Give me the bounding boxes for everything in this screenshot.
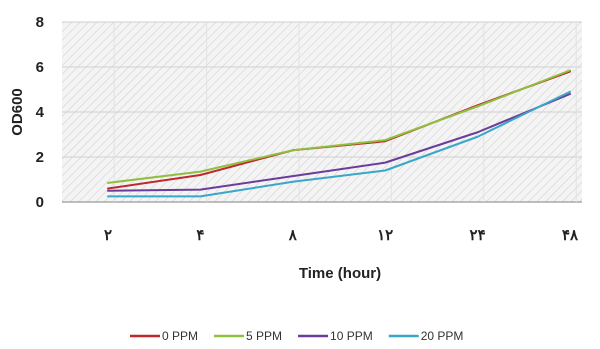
x-tick-label: ۴۸ xyxy=(562,227,579,244)
series-line-3 xyxy=(107,90,571,198)
y-axis-ticks: 0 2 4 6 8 xyxy=(36,14,45,211)
x-tick-label: ۲۴ xyxy=(470,227,486,244)
series-lines xyxy=(107,69,571,198)
y-tick-label: 0 xyxy=(36,194,44,211)
x-tick-label: ۲ xyxy=(104,227,112,244)
x-axis-label: Time (hour) xyxy=(299,265,381,282)
x-axis-ticks: ۲ ۴ ۸ ۱۲ ۲۴ ۴۸ xyxy=(104,227,579,244)
y-tick-label: 4 xyxy=(36,104,45,121)
y-tick-label: 2 xyxy=(36,149,44,166)
legend-label: 5 PPM xyxy=(246,329,282,343)
y-tick-label: 8 xyxy=(36,14,44,31)
y-tick-label: 6 xyxy=(36,59,44,76)
gridlines xyxy=(62,21,582,203)
legend-label: 0 PPM xyxy=(162,329,198,343)
y-axis-label: OD600 xyxy=(9,88,26,136)
series-line-1 xyxy=(107,69,571,184)
x-tick-label: ۴ xyxy=(196,227,204,244)
legend-label: 10 PPM xyxy=(330,329,373,343)
x-tick-label: ۸ xyxy=(288,227,298,244)
x-tick-label: ۱۲ xyxy=(377,227,393,244)
legend-label: 20 PPM xyxy=(421,329,464,343)
series-line-2 xyxy=(107,93,571,192)
legend: 0 PPM 5 PPM 10 PPM 20 PPM xyxy=(130,329,463,343)
